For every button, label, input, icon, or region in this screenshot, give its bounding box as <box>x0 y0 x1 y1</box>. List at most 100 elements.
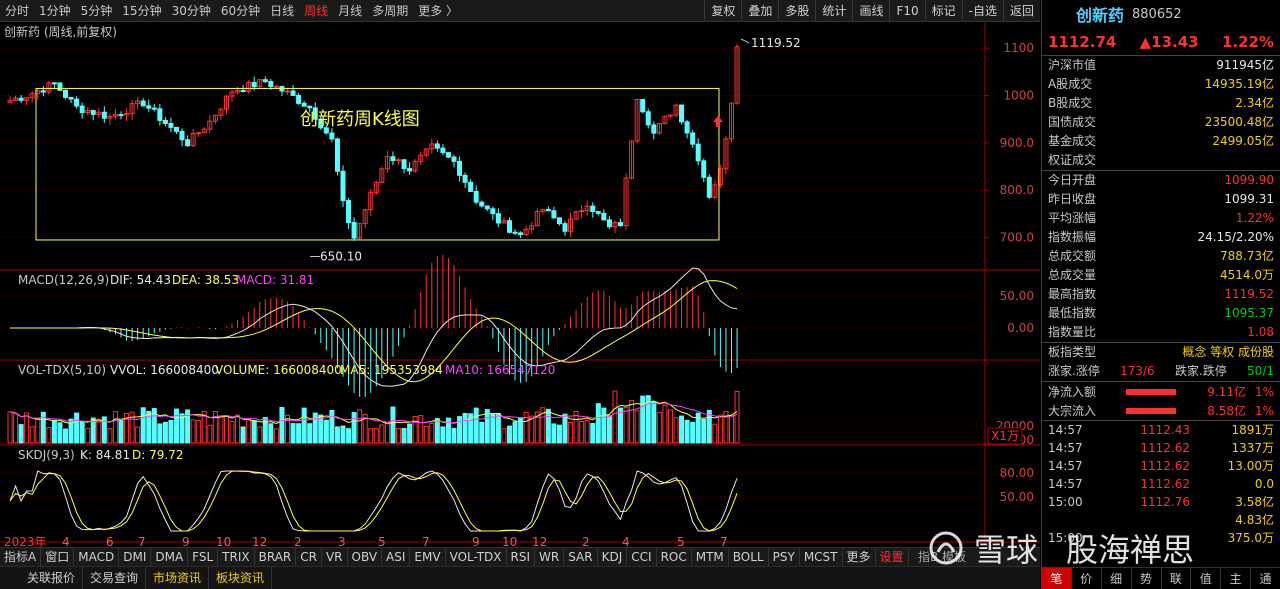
kline-chart[interactable]: 1100 1000 900.0 800.0 700.0 创新药 (周线,前复权) 创新药周K… <box>0 22 1040 547</box>
tool-button[interactable]: 返回 <box>1002 0 1040 21</box>
tool-button[interactable]: -自选 <box>961 0 1003 21</box>
indicator-tab[interactable]: DMI <box>119 547 152 567</box>
footer-tab[interactable]: 交易查询 <box>83 567 147 589</box>
stat-label: 指数量比 <box>1048 325 1097 339</box>
volume-bar <box>268 423 274 444</box>
candle <box>257 79 263 88</box>
period-tab[interactable]: 更多 〉 <box>418 4 459 18</box>
panel-tab[interactable]: 笔 <box>1042 568 1072 589</box>
candle <box>251 81 257 88</box>
macd-tick-label: 50.00 <box>1000 289 1034 303</box>
candle <box>412 160 418 172</box>
volume-bar <box>107 428 113 444</box>
indicator-tab[interactable]: PSY <box>769 547 800 567</box>
x-axis-label: 6 <box>106 535 114 547</box>
footer-tab[interactable]: 板块资讯 <box>209 567 273 589</box>
volume-bar <box>196 420 202 444</box>
stat-row: 指数量比 1.08 <box>1042 323 1280 342</box>
x-axis-label: 5 <box>677 535 685 547</box>
panel-tab[interactable]: 细 <box>1102 568 1132 589</box>
indicator-tab[interactable]: 窗口 <box>41 547 75 567</box>
flow-pct: 1% <box>1254 384 1274 399</box>
indicator-tab[interactable]: CR <box>296 547 322 567</box>
footer-tab[interactable]: 关联报价 <box>20 567 84 589</box>
candle <box>323 127 329 134</box>
tool-button[interactable]: 复权 <box>704 0 741 21</box>
period-tab[interactable]: 分时 <box>5 4 30 18</box>
period-tab[interactable]: 日线 <box>270 4 295 18</box>
tool-button[interactable]: 多股 <box>778 0 815 21</box>
indicator-tab[interactable]: SAR <box>564 547 598 567</box>
volume-bar <box>63 428 68 444</box>
period-tab[interactable]: 月线 <box>338 4 363 18</box>
candle <box>362 209 368 224</box>
period-tab[interactable]: 30分钟 <box>171 4 211 18</box>
volume-bar <box>390 406 396 444</box>
indicator-tab[interactable]: OBV <box>348 547 383 567</box>
panel-tab[interactable]: 势 <box>1132 568 1162 589</box>
tick-list[interactable]: 14:57 1112.43 1891万 14:57 1112.62 1337万 14:57 1… <box>1042 421 1280 547</box>
volume-bar <box>501 428 507 444</box>
tool-button[interactable]: 叠加 <box>741 0 778 21</box>
indicator-tab[interactable]: FSL <box>188 547 219 567</box>
board-type-value[interactable]: 概念 等权 成份股 <box>1182 345 1274 359</box>
volume-bar <box>651 401 657 444</box>
panel-tab[interactable]: 主 <box>1221 568 1252 589</box>
candle <box>296 94 302 104</box>
period-tab[interactable]: 周线 <box>304 4 329 18</box>
tick-volume: 4.83亿 <box>1235 513 1274 527</box>
candle <box>57 82 63 91</box>
volume-bar <box>257 426 263 444</box>
panel-tab[interactable]: 通 <box>1251 568 1280 589</box>
vol-label: VOL-TDX(5,10) <box>18 363 106 377</box>
tick-row: 14:57 1112.62 0.0 <box>1042 475 1280 493</box>
period-tab[interactable]: 5分钟 <box>80 4 113 18</box>
candle <box>645 111 651 126</box>
indicator-tab[interactable]: BOLL <box>729 547 769 567</box>
indicator-tab[interactable]: RSI <box>507 547 536 567</box>
volume-bar <box>179 413 185 444</box>
tool-button[interactable]: 画线 <box>852 0 889 21</box>
indicator-tab[interactable]: 指标A <box>0 547 42 567</box>
period-tab[interactable]: 15分钟 <box>122 4 162 18</box>
candle <box>112 114 118 117</box>
indicator-tab[interactable]: ROC <box>657 547 692 567</box>
indicator-tab[interactable]: MTM <box>692 547 729 567</box>
volume-bar <box>201 411 207 444</box>
stat-value: 1099.90 <box>1224 173 1274 187</box>
candle <box>684 121 690 134</box>
volume-bar <box>595 403 601 444</box>
flow-amount: 8.58亿 <box>1207 404 1246 418</box>
indicator-tab[interactable]: 更多 <box>843 547 876 567</box>
indicator-tab[interactable]: ASI <box>382 547 411 567</box>
period-tab[interactable]: 60分钟 <box>220 4 261 18</box>
panel-tab[interactable]: 值 <box>1191 568 1222 589</box>
volume-bar <box>24 412 30 444</box>
panel-tab[interactable]: 价 <box>1072 568 1102 589</box>
tool-button[interactable]: 统计 <box>815 0 852 21</box>
indicator-tab[interactable]: VOL-TDX <box>446 547 507 567</box>
volume-bar <box>418 415 424 444</box>
indicator-tab[interactable]: 设置 <box>876 547 909 567</box>
volume-bar <box>484 409 490 444</box>
volume-bar <box>529 415 535 444</box>
indicator-tab[interactable]: VR <box>322 547 348 567</box>
tool-button[interactable]: F10 <box>889 0 924 21</box>
vol-unit-box <box>987 427 1023 445</box>
indicator-tab[interactable]: MCST <box>800 547 843 567</box>
indicator-tab[interactable]: MACD <box>74 547 120 567</box>
candle <box>162 119 168 124</box>
footer-tab[interactable]: 市场资讯 <box>146 567 210 589</box>
tool-button[interactable]: 标记 <box>924 0 962 21</box>
indicator-tab[interactable]: DMA <box>151 547 189 567</box>
indicator-tab[interactable]: KDJ <box>598 547 628 567</box>
indicator-tab[interactable]: EMV <box>410 547 446 567</box>
indicator-tab[interactable]: CCI <box>627 547 657 567</box>
volume-bar <box>523 411 529 444</box>
panel-tab[interactable]: 联 <box>1162 568 1192 589</box>
indicator-tab[interactable]: WR <box>535 547 565 567</box>
indicator-tab[interactable]: TRIX <box>218 547 255 567</box>
indicator-tab[interactable]: BRAR <box>255 547 297 567</box>
period-tab[interactable]: 1分钟 <box>39 4 71 18</box>
period-tab[interactable]: 多周期 <box>372 4 409 18</box>
